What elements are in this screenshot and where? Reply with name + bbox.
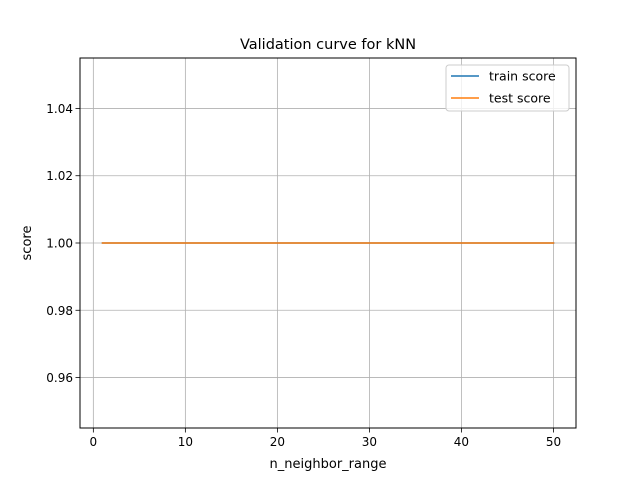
y-axis-label: score bbox=[20, 226, 35, 261]
x-tick-label: 40 bbox=[454, 435, 469, 449]
x-tick-label: 10 bbox=[178, 435, 193, 449]
legend: train score test score bbox=[445, 64, 570, 112]
y-axis-ticks: 0.96 0.98 1.00 1.02 1.04 bbox=[46, 102, 80, 385]
chart-title: Validation curve for kNN bbox=[240, 37, 416, 53]
y-tick-label: 1.04 bbox=[46, 102, 73, 116]
legend-label: test score bbox=[489, 91, 551, 106]
y-tick-label: 1.02 bbox=[46, 169, 73, 183]
x-tick-label: 20 bbox=[270, 435, 285, 449]
y-tick-label: 1.00 bbox=[46, 237, 73, 251]
y-tick-label: 0.98 bbox=[46, 304, 73, 318]
x-axis-label: n_neighbor_range bbox=[270, 457, 387, 472]
y-tick-label: 0.96 bbox=[46, 371, 73, 385]
x-axis-ticks: 0 10 20 30 40 50 bbox=[90, 428, 561, 449]
x-tick-label: 50 bbox=[546, 435, 561, 449]
x-tick-label: 30 bbox=[362, 435, 377, 449]
legend-entries: train score test score bbox=[451, 69, 556, 106]
x-tick-label: 0 bbox=[90, 435, 98, 449]
legend-label: train score bbox=[489, 69, 556, 84]
